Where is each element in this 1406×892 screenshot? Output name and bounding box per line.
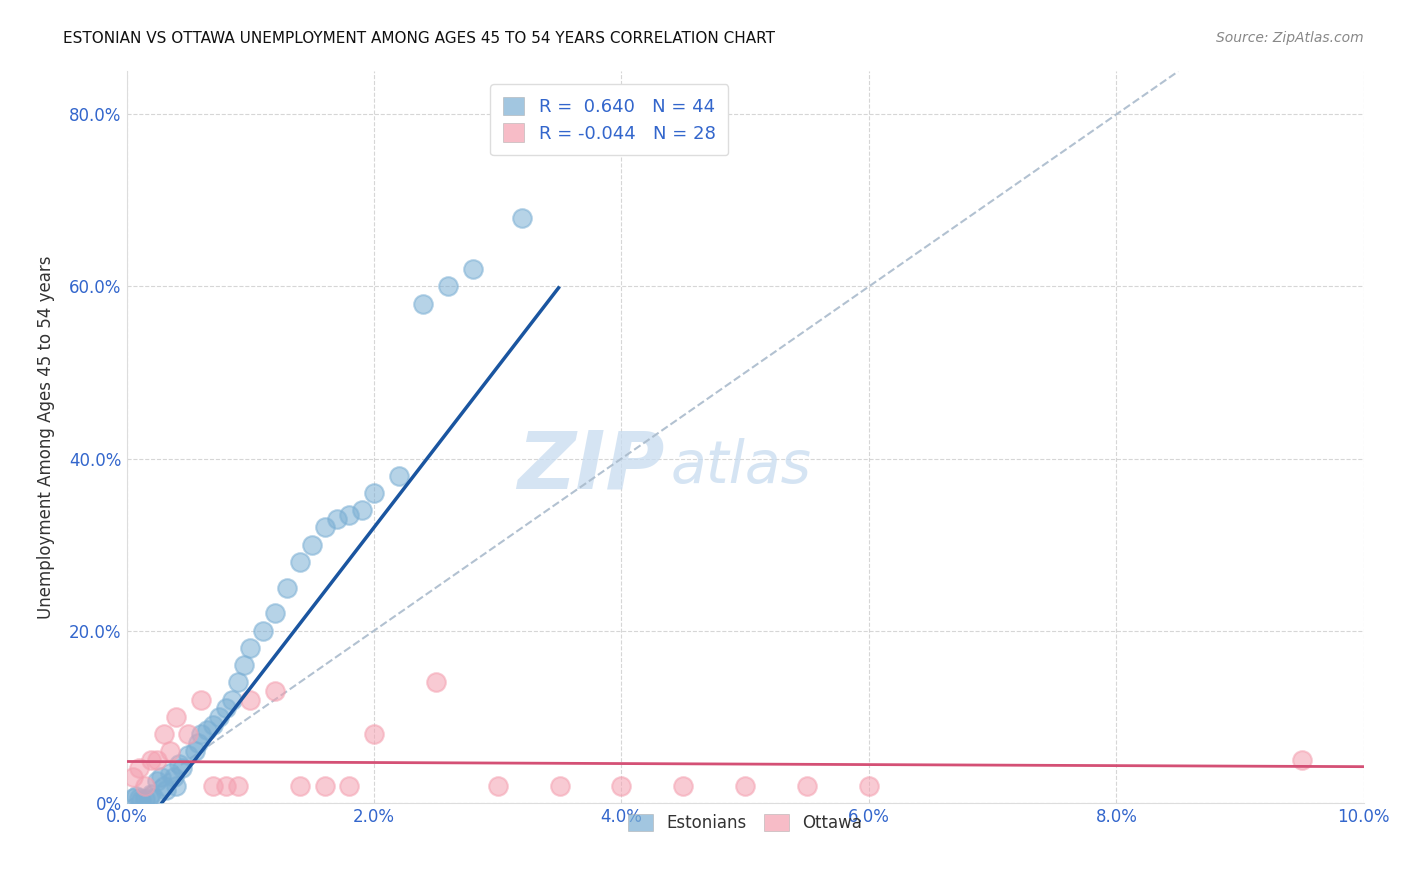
Ottawa [159,744,181,758]
Estonians [214,701,236,715]
Estonians [239,640,262,655]
Ottawa [363,727,385,741]
Ottawa [264,684,287,698]
Ottawa [486,779,509,793]
Estonians [350,503,373,517]
Ottawa [141,753,163,767]
Estonians [276,581,298,595]
Ottawa [548,779,571,793]
Estonians [155,783,177,797]
Estonians [134,792,156,806]
Estonians [461,262,484,277]
Estonians [202,718,225,732]
Estonians [412,296,434,310]
Estonians [190,727,212,741]
Estonians [363,486,385,500]
Ottawa [134,779,156,793]
Ottawa [1291,753,1313,767]
Legend: Estonians, Ottawa: Estonians, Ottawa [614,801,876,846]
Estonians [314,520,336,534]
Estonians [146,774,169,789]
Estonians [121,791,143,805]
Ottawa [146,753,169,767]
Ottawa [128,761,150,775]
Ottawa [610,779,633,793]
Text: ZIP: ZIP [517,427,665,506]
Ottawa [337,779,360,793]
Estonians [388,468,411,483]
Ottawa [190,692,212,706]
Ottawa [214,779,236,793]
Ottawa [314,779,336,793]
Estonians [301,538,323,552]
Estonians [152,779,174,793]
Estonians [337,508,360,522]
Ottawa [165,710,187,724]
Estonians [138,791,160,805]
Estonians [159,765,181,780]
Ottawa [288,779,311,793]
Estonians [150,770,173,784]
Ottawa [239,692,262,706]
Ottawa [425,675,447,690]
Ottawa [177,727,200,741]
Estonians [233,658,256,673]
Estonians [131,793,153,807]
Ottawa [152,727,174,741]
Estonians [208,710,231,724]
Estonians [141,787,163,801]
Ottawa [121,770,143,784]
Estonians [226,675,249,690]
Estonians [221,692,243,706]
Ottawa [796,779,818,793]
Estonians [172,761,194,775]
Estonians [252,624,274,638]
Estonians [142,791,165,805]
Ottawa [734,779,756,793]
Estonians [183,744,205,758]
Estonians [162,770,184,784]
Estonians [187,735,209,749]
Estonians [125,789,148,803]
Ottawa [672,779,695,793]
Ottawa [226,779,249,793]
Text: Source: ZipAtlas.com: Source: ZipAtlas.com [1216,31,1364,45]
Estonians [167,757,190,772]
Estonians [264,607,287,621]
Estonians [437,279,460,293]
Text: atlas: atlas [671,438,811,495]
Estonians [165,779,187,793]
Estonians [512,211,534,225]
Estonians [177,748,200,763]
Estonians [288,555,311,569]
Ottawa [858,779,880,793]
Estonians [195,723,218,737]
Y-axis label: Unemployment Among Ages 45 to 54 years: Unemployment Among Ages 45 to 54 years [38,255,55,619]
Text: ESTONIAN VS OTTAWA UNEMPLOYMENT AMONG AGES 45 TO 54 YEARS CORRELATION CHART: ESTONIAN VS OTTAWA UNEMPLOYMENT AMONG AG… [63,31,775,46]
Estonians [128,791,150,805]
Ottawa [202,779,225,793]
Estonians [326,512,349,526]
